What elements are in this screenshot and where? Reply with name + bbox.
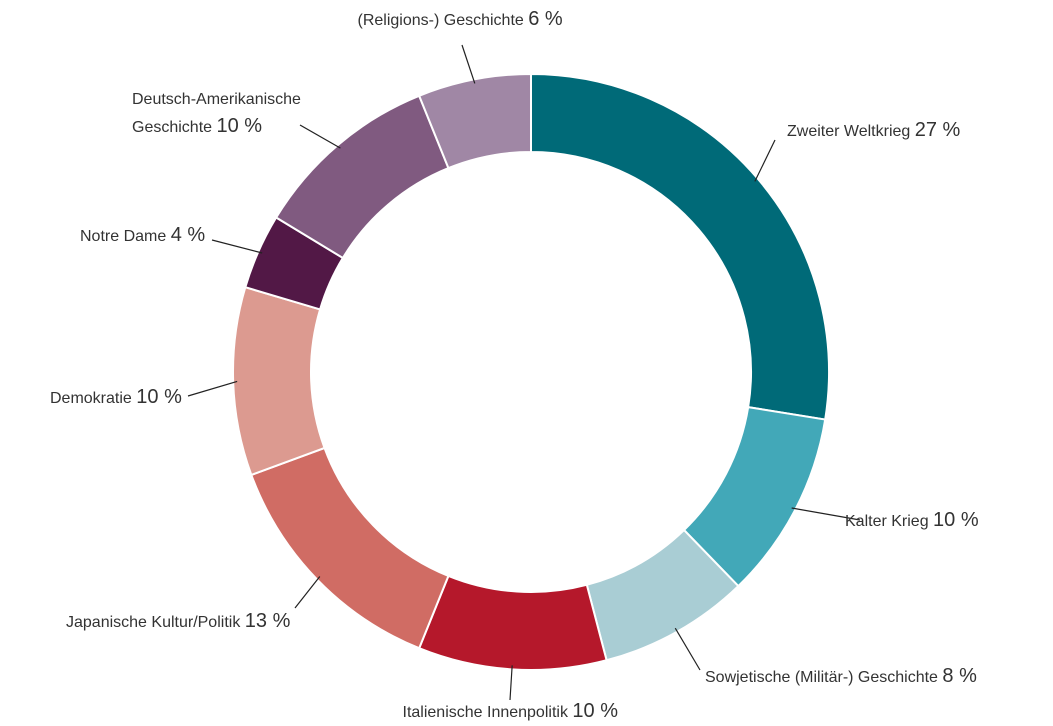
slice-label: Japanische Kultur/Politik 13 %	[66, 608, 290, 636]
leader-line	[461, 44, 476, 84]
category-label: Zweiter Weltkrieg	[787, 123, 911, 140]
slice-label: Italienische Innenpolitik 10 %	[403, 698, 618, 726]
leader-line	[754, 139, 776, 182]
slice	[417, 72, 532, 170]
slice-label: Kalter Krieg 10 %	[845, 507, 979, 535]
slice-label: Deutsch-Amerikanische Geschichte 10 %	[132, 86, 347, 141]
value-label: 10 %	[216, 115, 263, 137]
slice	[530, 72, 830, 421]
value-label: 10 %	[933, 509, 979, 531]
value-label: 10 %	[572, 700, 618, 722]
category-label: Kalter Krieg	[845, 513, 929, 530]
category-label: Demokratie	[50, 390, 132, 407]
slice	[232, 285, 326, 477]
value-label: 8 %	[942, 665, 977, 687]
category-label: Sowjetische (Militär-) Geschichte	[705, 669, 938, 686]
leader-line	[299, 124, 341, 149]
category-label: Italienische Innenpolitik	[402, 704, 568, 721]
leader-line	[294, 576, 321, 609]
leader-line	[791, 507, 861, 521]
leader-line	[674, 627, 701, 671]
slice-label: Sowjetische (Militär-) Geschichte 8 %	[705, 663, 977, 691]
category-label: (Religions-) Geschichte	[357, 12, 524, 29]
slice-label: Notre Dame 4 %	[80, 222, 205, 250]
slice-label: Zweiter Weltkrieg 27 %	[787, 117, 960, 145]
slice-label: Demokratie 10 %	[50, 384, 182, 412]
value-label: 6 %	[528, 8, 563, 30]
value-label: 13 %	[244, 610, 291, 632]
category-label: Deutsch-Amerikanische Geschichte	[132, 91, 301, 136]
category-label: Japanische Kultur/Politik	[66, 614, 241, 631]
leader-line	[211, 239, 263, 254]
category-label: Notre Dame	[80, 228, 167, 245]
leader-line	[509, 665, 513, 701]
slice	[417, 574, 608, 671]
value-label: 27 %	[914, 119, 961, 141]
value-label: 10 %	[136, 386, 182, 408]
value-label: 4 %	[170, 224, 206, 246]
leader-line	[187, 380, 238, 397]
slice-label: (Religions-) Geschichte 6 %	[358, 6, 563, 34]
